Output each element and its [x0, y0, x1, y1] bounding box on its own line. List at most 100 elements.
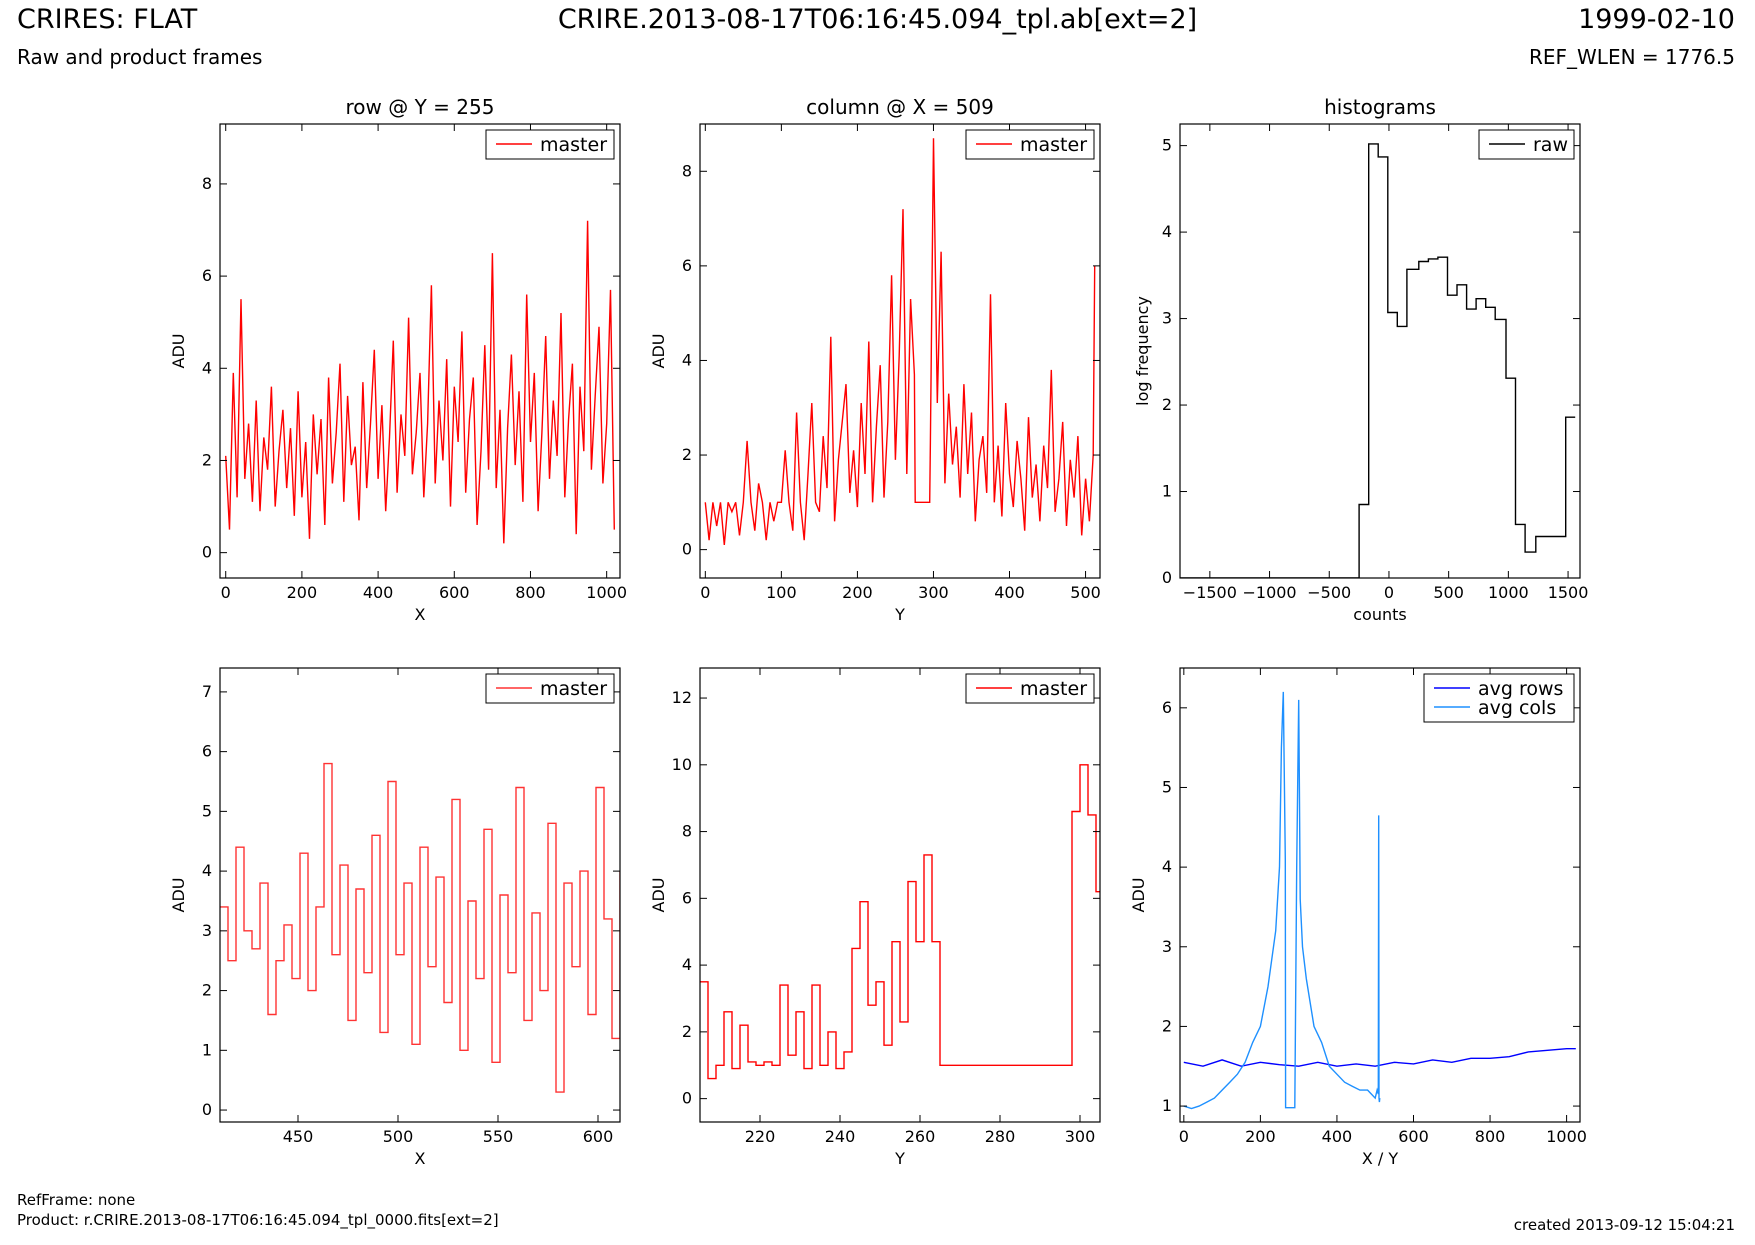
y-tick-label: 0	[682, 540, 692, 559]
chart-panel-4: 450 500 550 600 0 1 2 3 4 5 6 7 X ADU master	[169, 667, 621, 1168]
y-tick-label: 2	[202, 450, 212, 469]
legend: master	[485, 673, 615, 704]
legend: master	[965, 673, 1095, 704]
y-axis-label: log frequency	[1133, 296, 1152, 406]
legend: master	[965, 129, 1095, 160]
x-tick-label: 550	[483, 1127, 514, 1146]
y-tick-label: 4	[682, 955, 692, 974]
y-tick-label: 2	[1162, 395, 1172, 414]
y-tick-label: 6	[682, 256, 692, 275]
x-tick-label: 450	[283, 1127, 314, 1146]
x-axis-label: X / Y	[1362, 1149, 1399, 1168]
y-axis-label: ADU	[1129, 878, 1148, 913]
y-tick-label: 4	[1162, 222, 1172, 241]
x-tick-label: 1000	[586, 583, 627, 602]
file-title: CRIRE.2013-08-17T06:16:45.094_tpl.ab[ext…	[557, 4, 1198, 35]
y-tick-label: 1	[202, 1040, 212, 1059]
x-tick-label: 240	[825, 1127, 856, 1146]
plot-frame	[699, 667, 1101, 1123]
x-tick-label: 400	[994, 583, 1025, 602]
x-tick-label: 0	[700, 583, 710, 602]
date-label: 1999-02-10	[1578, 4, 1735, 35]
x-tick-label: 600	[439, 583, 470, 602]
y-tick-label: 0	[202, 1100, 212, 1119]
chart-title: column @ X = 509	[806, 95, 994, 119]
y-tick-label: 5	[1162, 136, 1172, 155]
chart-panel-1: 0 200 400 600 800 1000 0 2 4 6 8 row @ Y = 255 X ADU m…	[169, 95, 627, 624]
y-tick-label: 8	[202, 174, 212, 193]
created-label: created 2013-09-12 15:04:21	[1513, 1216, 1735, 1234]
x-tick-label: 500	[1070, 583, 1101, 602]
x-tick-label: 1500	[1548, 583, 1589, 602]
x-tick-label: 0	[1384, 583, 1394, 602]
y-tick-label: 2	[682, 1022, 692, 1041]
x-tick-label: 200	[842, 583, 873, 602]
y-tick-label: 7	[202, 682, 212, 701]
y-tick-label: 8	[682, 822, 692, 841]
x-tick-label: 200	[287, 583, 318, 602]
x-tick-label: 200	[1245, 1127, 1276, 1146]
x-tick-label: 300	[918, 583, 949, 602]
y-tick-label: 0	[1162, 568, 1172, 587]
legend-label: master	[540, 134, 607, 156]
y-tick-label: 1	[1162, 1096, 1172, 1115]
series-line-master	[220, 762, 620, 1093]
legend-label: master	[1020, 134, 1087, 156]
x-tick-label: 0	[1179, 1127, 1189, 1146]
ref-frame-label: RefFrame: none	[17, 1191, 136, 1209]
legend-label: master	[1020, 678, 1087, 700]
y-tick-label: 3	[1162, 309, 1172, 328]
y-tick-label: 0	[682, 1089, 692, 1108]
chart-panel-5: 220 240 260 280 300 0 2 4 6 8 10 12 Y ADU master	[649, 667, 1101, 1168]
x-tick-label: 400	[363, 583, 394, 602]
x-tick-label: 600	[1398, 1127, 1429, 1146]
x-tick-label: 100	[766, 583, 797, 602]
legend-box	[965, 129, 1095, 160]
legend-label: avg cols	[1478, 697, 1556, 719]
y-tick-label: 10	[672, 755, 692, 774]
legend: master	[485, 129, 615, 160]
y-axis-label: ADU	[649, 334, 668, 369]
y-tick-label: 6	[202, 742, 212, 761]
y-axis-label: ADU	[169, 878, 188, 913]
plot-frame	[219, 667, 621, 1123]
plot-frame	[1179, 667, 1581, 1123]
plot-frame	[219, 123, 621, 579]
chart-panel-2: 0 100 200 300 400 500 0 2 4 6 8 column @ X = 509 Y AD…	[649, 95, 1101, 624]
plot-frame	[1179, 123, 1581, 579]
x-tick-label: 1000	[1488, 583, 1529, 602]
y-tick-label: 6	[682, 888, 692, 907]
x-tick-label: 220	[745, 1127, 776, 1146]
x-tick-label: 300	[1065, 1127, 1096, 1146]
chart-panel-6: 0 200 400 600 800 1000 1 2 3 4 5 6 X / Y ADU avg rowsa…	[1129, 667, 1587, 1168]
x-tick-label: −1500	[1183, 583, 1237, 602]
x-tick-label: 280	[985, 1127, 1016, 1146]
y-tick-label: 6	[1162, 698, 1172, 717]
y-axis-label: ADU	[649, 878, 668, 913]
y-tick-label: 4	[202, 358, 212, 377]
x-tick-label: 260	[905, 1127, 936, 1146]
x-axis-label: X	[415, 605, 426, 624]
chart-panel-3: −1500 −1000 −500 0 500 1000 1500 0 1 2 3 4 5 histogra…	[1133, 95, 1588, 624]
series-line-raw	[1180, 143, 1576, 578]
y-tick-label: 2	[682, 445, 692, 464]
y-tick-label: 3	[1162, 937, 1172, 956]
page-subtitle: Raw and product frames	[17, 45, 263, 69]
plot-frame	[699, 123, 1101, 579]
x-axis-label: counts	[1353, 605, 1406, 624]
series-line-master	[704, 138, 1096, 545]
x-tick-label: 500	[383, 1127, 414, 1146]
chart-title: row @ Y = 255	[346, 95, 495, 119]
legend: raw	[1478, 129, 1575, 160]
product-label: Product: r.CRIRE.2013-08-17T06:16:45.094…	[17, 1211, 499, 1229]
x-tick-label: −500	[1307, 583, 1351, 602]
series-line-master	[700, 764, 1100, 1080]
y-tick-label: 4	[682, 350, 692, 369]
y-tick-label: 0	[202, 543, 212, 562]
series-line-master	[225, 220, 615, 544]
x-axis-label: X	[415, 1149, 426, 1168]
y-tick-label: 4	[1162, 857, 1172, 876]
ref-wlen-label: REF_WLEN = 1776.5	[1528, 45, 1735, 69]
